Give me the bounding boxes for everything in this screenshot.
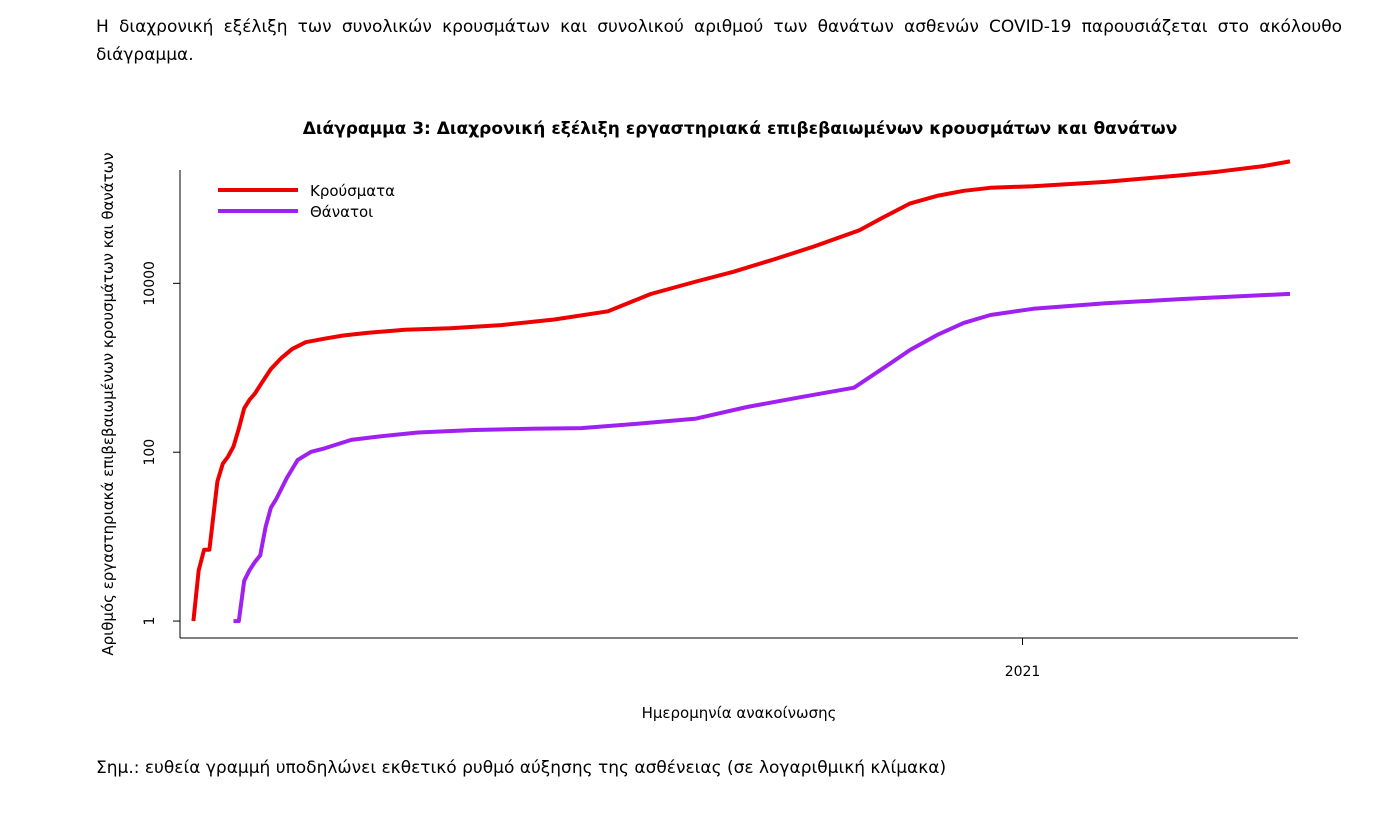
- y-tick-label: 10000: [142, 261, 158, 306]
- y-axis-label: Αριθμός εργαστηριακά επιβεβαιωμένων κρου…: [99, 152, 117, 655]
- chart-title: Διάγραμμα 3: Διαχρονική εξέλιξη εργαστηρ…: [303, 119, 1178, 139]
- y-tick-label: 100: [142, 439, 158, 466]
- series-line-cases: [191, 159, 1291, 622]
- footnote: Σημ.: ευθεία γραμμή υποδηλώνει εκθετικό …: [96, 758, 947, 778]
- x-tick-label: 2021: [1005, 664, 1041, 680]
- legend-label-deaths: Θάνατοι: [310, 203, 373, 221]
- series-line-deaths: [233, 291, 1291, 624]
- y-ticks: 1 100 10000: [142, 261, 180, 626]
- x-ticks: 2021: [1005, 638, 1041, 680]
- intro-paragraph: Η διαχρονική εξέλιξη των συνολικών κρουσ…: [96, 17, 1342, 65]
- legend-label-cases: Κρούσματα: [310, 182, 395, 200]
- y-tick-label: 1: [142, 617, 158, 626]
- legend: Κρούσματα Θάνατοι: [218, 182, 395, 221]
- x-axis-label: Ημερομηνία ανακοίνωσης: [642, 704, 837, 722]
- series-lines: [191, 159, 1291, 624]
